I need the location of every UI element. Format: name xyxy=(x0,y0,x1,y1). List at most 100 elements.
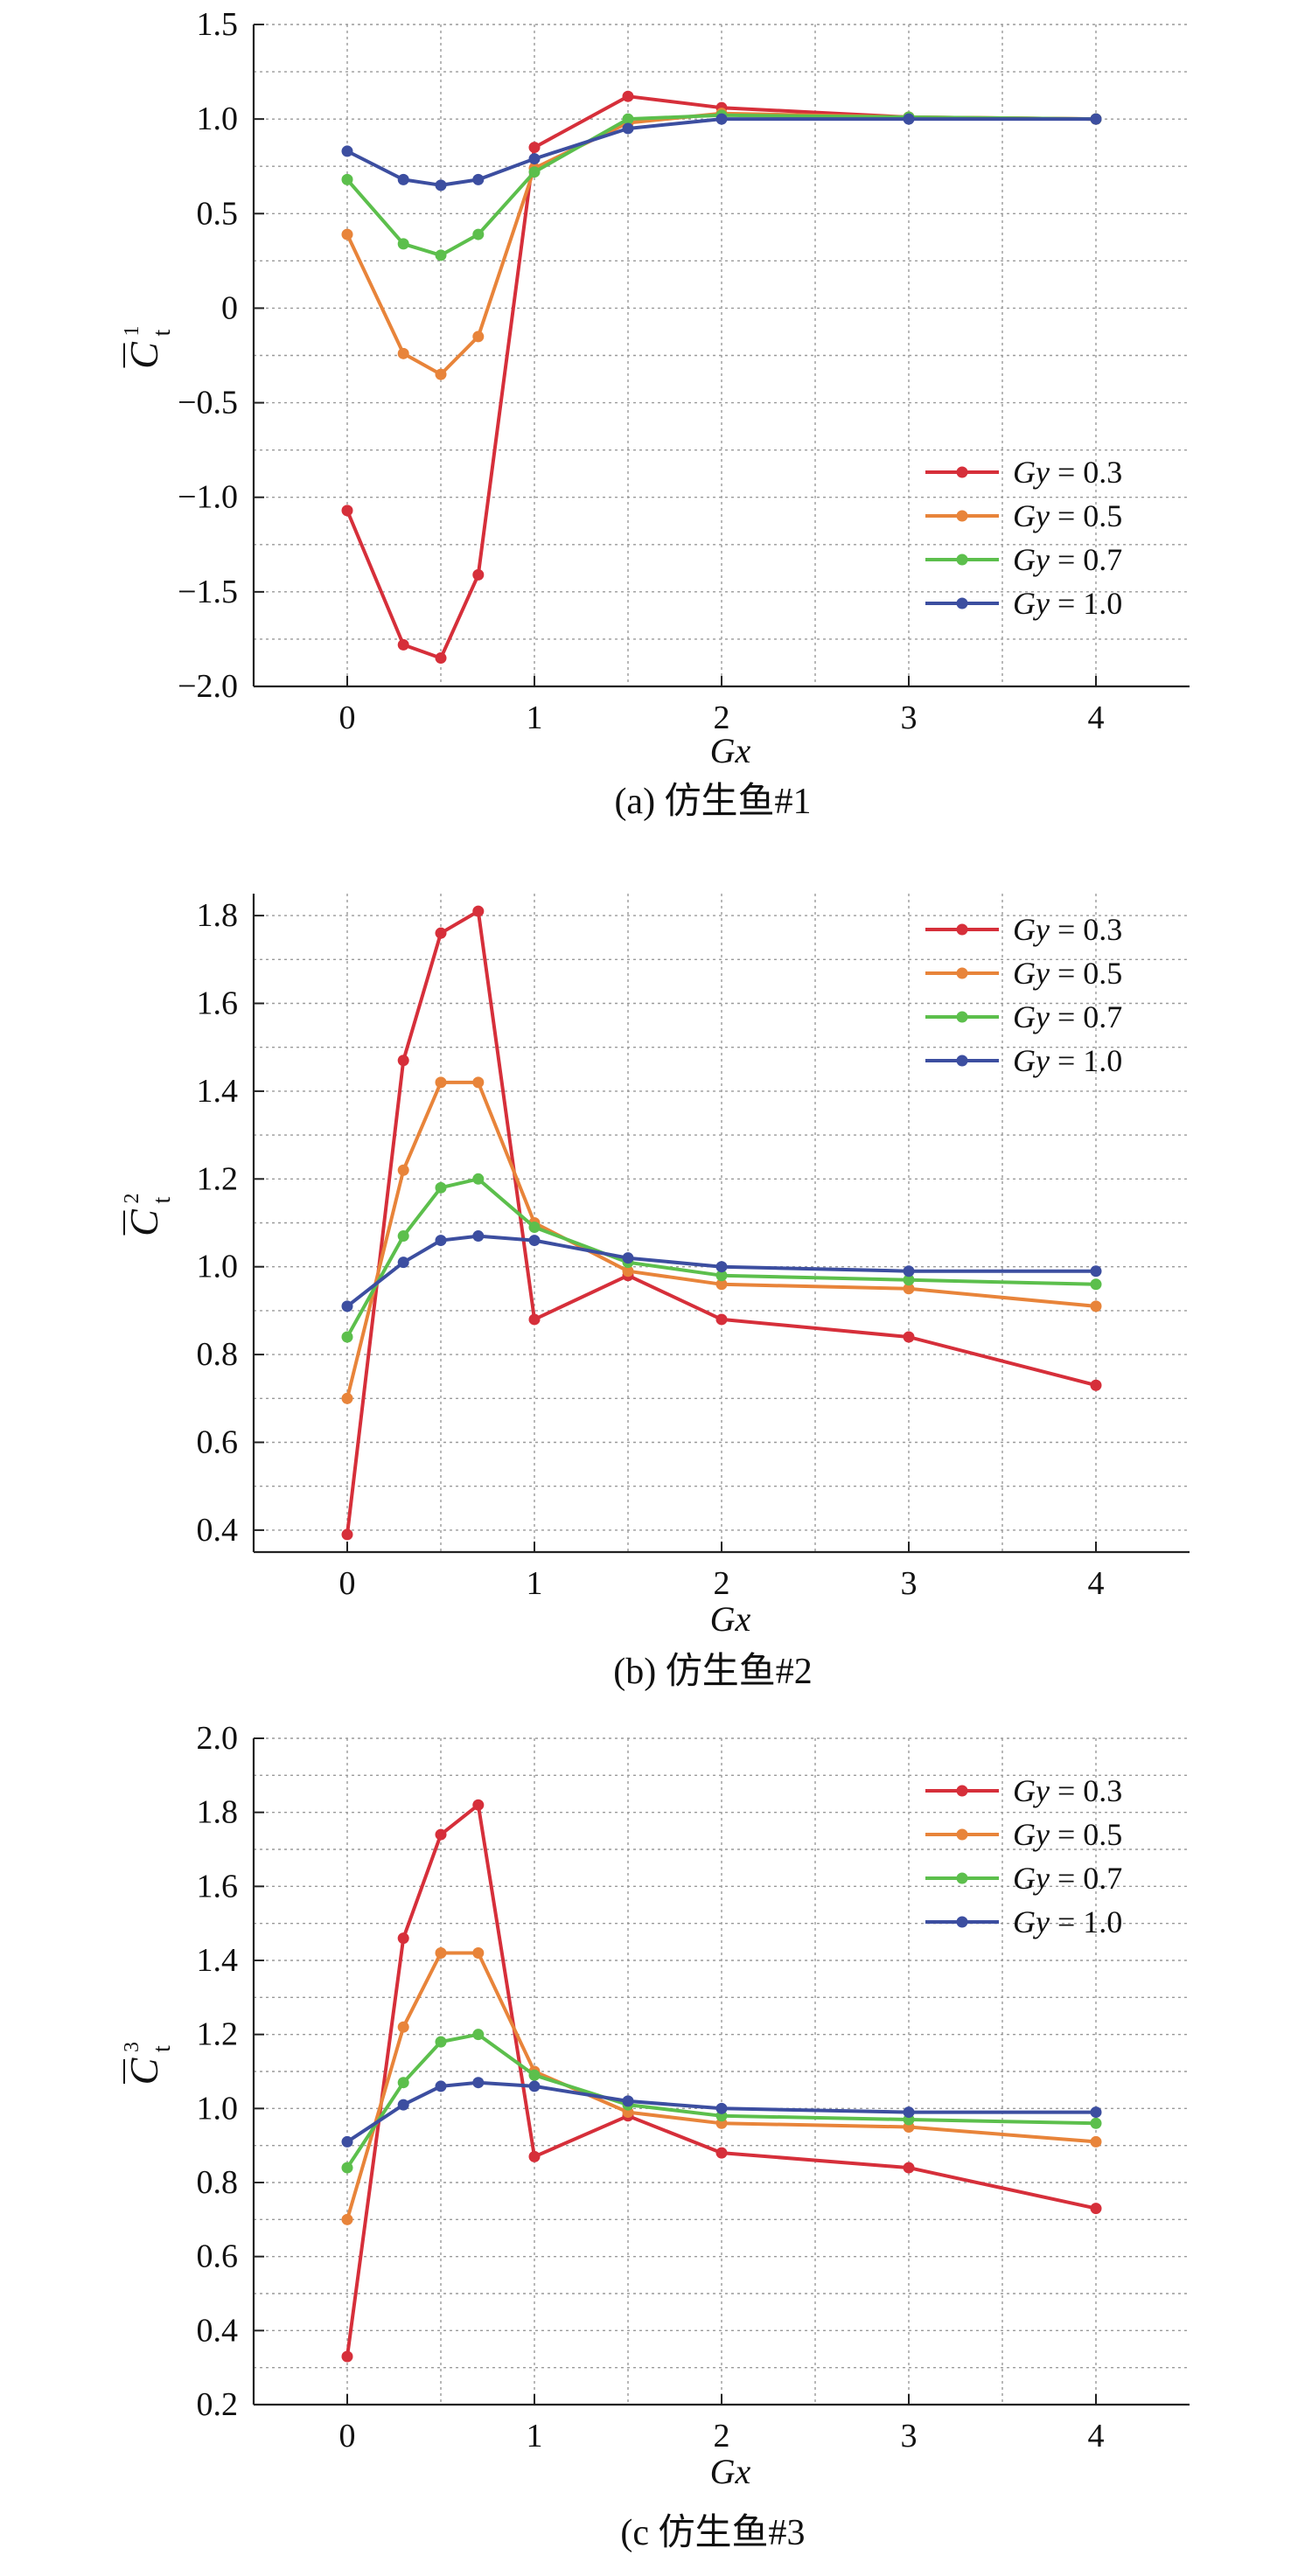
data-point xyxy=(622,90,634,102)
data-point xyxy=(1090,1300,1102,1312)
series-0.3 xyxy=(341,1799,1102,2363)
data-point xyxy=(341,2213,353,2225)
legend-label: Gy = 0.3 xyxy=(1013,912,1122,947)
series-1.0 xyxy=(341,2077,1102,2148)
data-point xyxy=(903,2106,915,2119)
series-line xyxy=(345,1080,1097,1399)
data-point xyxy=(622,122,634,135)
data-point xyxy=(715,1278,728,1291)
legend-marker xyxy=(956,553,968,566)
figure-caption: (a) 仿生鱼#1 xyxy=(614,782,811,822)
data-point xyxy=(1090,1278,1102,1291)
data-point xyxy=(341,1300,353,1312)
y-tick-label: 1.0 xyxy=(197,2090,239,2127)
x-tick-label: 1 xyxy=(527,2418,543,2454)
x-ticks: 0 1 2 3 4 xyxy=(339,676,1105,736)
data-point xyxy=(341,228,353,240)
x-tick-label: 0 xyxy=(339,1565,356,1602)
data-point xyxy=(903,1265,915,1278)
y-tick-label: 0.6 xyxy=(197,2238,239,2275)
data-point xyxy=(472,1230,485,1243)
data-point xyxy=(472,1173,485,1185)
y-tick-label: −2.0 xyxy=(178,668,238,705)
legend-label: Gy = 0.5 xyxy=(1013,956,1122,991)
data-point xyxy=(472,905,485,917)
y-tick-label: −1.0 xyxy=(178,479,238,516)
y-tick-label: 1.8 xyxy=(197,897,239,934)
data-point xyxy=(528,142,541,154)
data-point xyxy=(472,173,485,185)
data-point xyxy=(341,2350,353,2363)
legend-marker xyxy=(956,1055,968,1067)
data-point xyxy=(1090,2106,1102,2119)
y-tick-label: 1.0 xyxy=(197,1249,239,1285)
data-point xyxy=(715,1313,728,1326)
y-tick-label: 0.4 xyxy=(197,1512,239,1549)
data-point xyxy=(397,238,409,250)
data-point xyxy=(528,153,541,165)
data-point xyxy=(1090,113,1102,125)
data-point xyxy=(1090,1379,1102,1391)
y-tick-label: −0.5 xyxy=(178,385,238,421)
legend-label: Gy = 0.3 xyxy=(1013,455,1122,490)
data-point xyxy=(903,1283,915,1295)
data-point xyxy=(622,113,634,125)
data-point xyxy=(528,166,541,178)
grid xyxy=(254,1737,1190,2405)
data-point xyxy=(397,1932,409,1945)
data-point xyxy=(397,173,409,185)
y-tick-label: 1.0 xyxy=(197,101,239,137)
y-axis-label-subscript: t xyxy=(149,2045,176,2052)
data-point xyxy=(341,505,353,517)
data-point xyxy=(397,638,409,651)
x-tick-label: 2 xyxy=(714,1565,730,1602)
data-point xyxy=(472,331,485,343)
data-point xyxy=(472,2077,485,2089)
y-tick-label: −1.5 xyxy=(178,574,238,610)
y-tick-label: 1.2 xyxy=(197,2016,239,2053)
y-tick-label: 1.4 xyxy=(197,1073,239,1110)
data-point xyxy=(397,1164,409,1176)
y-axis-label-superscript: 1 xyxy=(121,326,143,337)
data-point xyxy=(472,568,485,581)
data-point xyxy=(435,1235,447,1247)
data-point xyxy=(397,347,409,359)
data-point xyxy=(903,1331,915,1343)
data-point xyxy=(341,173,353,185)
y-tick-label: 0.5 xyxy=(197,195,239,232)
y-tick-label: 1.8 xyxy=(197,1794,239,1831)
legend-label: Gy = 1.0 xyxy=(1013,1904,1122,1939)
x-tick-label: 1 xyxy=(527,1565,543,1602)
data-point xyxy=(715,113,728,125)
y-tick-label: 0.6 xyxy=(197,1424,239,1461)
data-point xyxy=(341,2162,353,2174)
legend-marker xyxy=(956,967,968,979)
data-point xyxy=(715,2147,728,2159)
legend-marker xyxy=(956,1916,968,1928)
data-point xyxy=(341,2135,353,2148)
y-axis-label: C 1 t xyxy=(121,326,176,369)
data-point xyxy=(903,2162,915,2174)
x-tick-label: 0 xyxy=(339,700,356,736)
legend-label: Gy = 0.5 xyxy=(1013,1817,1122,1852)
legend-label: Gy = 0.5 xyxy=(1013,498,1122,533)
legend-label: Gy = 0.7 xyxy=(1013,999,1122,1034)
y-tick-label: 1.6 xyxy=(197,1868,239,1904)
legend-marker xyxy=(956,597,968,609)
x-tick-label: 4 xyxy=(1088,2418,1105,2454)
data-point xyxy=(622,1252,634,1264)
x-tick-label: 3 xyxy=(901,1565,918,1602)
x-tick-label: 4 xyxy=(1088,1565,1105,1602)
x-axis-label: Gx xyxy=(710,1599,751,1639)
data-point xyxy=(528,2150,541,2162)
y-tick-label: 1.6 xyxy=(197,985,239,1022)
data-point xyxy=(622,2095,634,2107)
legend: Gy = 0.3 Gy = 0.5 Gy = 0.7 Gy = 1.0 xyxy=(925,455,1122,621)
data-point xyxy=(528,2069,541,2081)
x-tick-label: 0 xyxy=(339,2418,356,2454)
data-point xyxy=(528,1222,541,1234)
legend-marker xyxy=(956,1872,968,1884)
